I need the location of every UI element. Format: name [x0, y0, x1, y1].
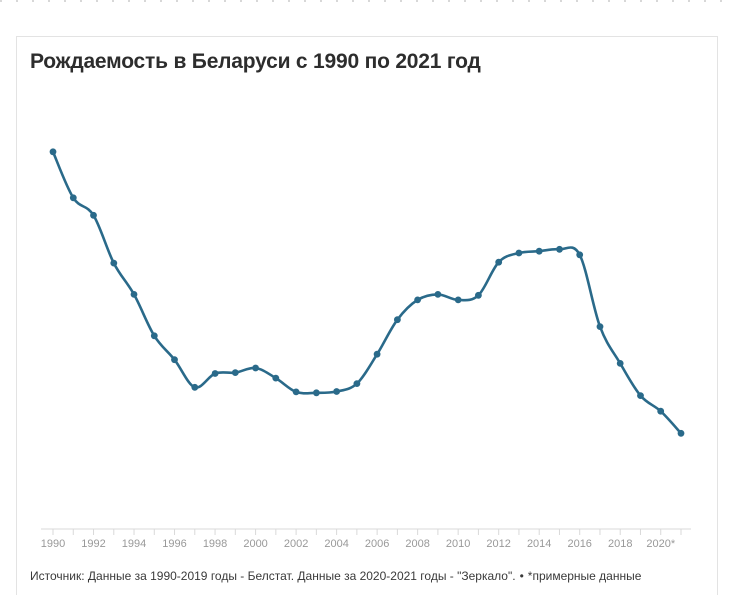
data-point: [434, 291, 442, 298]
source-text: Источник: Данные за 1990-2019 годы - Бел…: [30, 569, 516, 583]
data-point: [69, 194, 77, 202]
x-axis: [41, 528, 691, 535]
source-footnote: *примерные данные: [527, 569, 642, 583]
series-line: [51, 150, 683, 435]
x-tick-label: 2012: [486, 538, 510, 550]
data-point: [353, 380, 361, 387]
data-point: [292, 388, 300, 396]
data-point: [150, 332, 158, 340]
data-point: [333, 388, 340, 395]
x-tick-label: 2008: [405, 538, 429, 550]
x-tick-label: 2004: [324, 538, 348, 550]
x-tick-label: 2006: [365, 538, 389, 550]
data-point: [495, 258, 503, 266]
data-point: [556, 245, 563, 253]
chart-title: Рождаемость в Беларуси с 1990 по 2021 го…: [30, 50, 481, 73]
data-point: [191, 383, 199, 391]
series-line-group: [51, 150, 683, 435]
x-tick-label: 2000: [243, 538, 267, 550]
data-point: [252, 364, 259, 372]
data-point: [231, 369, 239, 376]
x-tick-label: 2002: [284, 538, 308, 550]
x-tick-label: 1994: [122, 538, 146, 550]
data-point: [130, 291, 138, 298]
data-point: [576, 251, 584, 259]
data-point: [394, 316, 401, 324]
data-point: [535, 247, 543, 255]
data-point: [596, 323, 604, 330]
data-point: [677, 429, 685, 437]
data-point: [272, 374, 280, 382]
x-tick-labels: 1990 1992 1994 1996 1998 2000 2002 2004 2006 2008…: [41, 538, 676, 550]
source-note: Источник: Данные за 1990-2019 годы - Бел…: [30, 569, 641, 583]
data-point: [90, 211, 97, 219]
chart-card: Рождаемость в Беларуси с 1990 по 2021 го…: [16, 36, 718, 595]
data-point: [49, 148, 57, 156]
data-point: [414, 296, 421, 304]
x-tick-label: 2010: [446, 538, 470, 550]
x-tick-label: 2018: [608, 538, 632, 550]
x-tick-label: 2014: [527, 538, 551, 550]
x-tick-label: 2016: [567, 538, 591, 550]
page-top-divider: [0, 0, 732, 2]
x-tick-label: 2020*: [646, 538, 675, 550]
data-point: [211, 370, 219, 377]
data-point: [313, 389, 320, 397]
data-point: [171, 356, 178, 364]
data-point: [657, 407, 665, 415]
data-point: [110, 259, 118, 267]
x-tick-label: 1990: [41, 538, 65, 550]
x-tick-label: 1996: [162, 538, 186, 550]
x-tick-label: 1992: [81, 538, 105, 550]
data-point: [637, 392, 644, 399]
data-points: [49, 148, 685, 437]
data-point: [373, 350, 381, 358]
data-point: [475, 291, 482, 299]
line-chart: 1990 1992 1994 1996 1998 2000 2002 2004 2006 2008…: [41, 148, 691, 550]
data-point: [616, 360, 624, 367]
source-separator: •: [519, 569, 524, 583]
data-point: [515, 249, 523, 257]
data-point: [454, 296, 462, 304]
x-tick-label: 1998: [203, 538, 227, 550]
